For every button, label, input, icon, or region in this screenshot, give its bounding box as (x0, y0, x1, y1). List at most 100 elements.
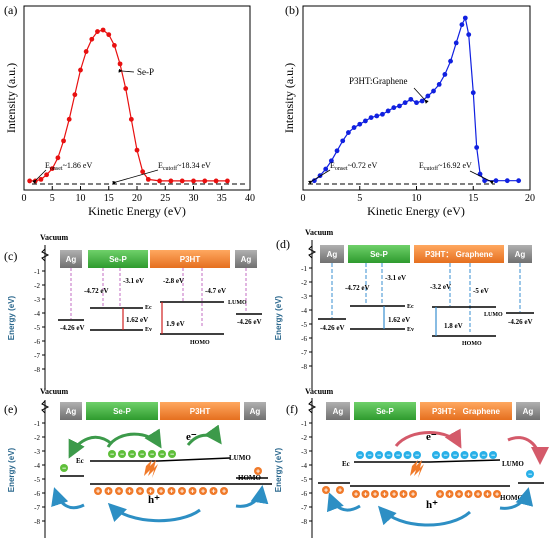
data-point (385, 108, 391, 114)
hole-sign: + (438, 492, 442, 499)
data-point (112, 43, 117, 48)
lumo-label-d: LUMO (484, 312, 503, 318)
electron-dot (128, 450, 136, 458)
energy-tick-label: -4 (301, 307, 307, 315)
hole-sign: + (363, 492, 367, 499)
panel-f: (f) Vacuum -1-2-3-4-5-6-7-8 Energy (eV) … (274, 387, 549, 538)
hole-sign: + (190, 489, 194, 496)
hole-dot (336, 486, 344, 494)
energy-axis-label-e: Energy (eV) (7, 447, 16, 492)
y-axis-label-b: Intensity (a.u.) (282, 63, 296, 133)
sep-ec-value-c: -4.72 eV (84, 287, 109, 295)
vacuum-label-d: Vacuum (305, 228, 333, 237)
x-tick-label: 35 (217, 193, 227, 204)
data-point (368, 115, 374, 120)
electron-transfer-arrow-e (106, 428, 162, 449)
data-point (128, 116, 134, 122)
energy-ticks-f: -1 -2 -3 -4 -5 -6 -7 -8 (301, 400, 317, 526)
hole-dot (371, 490, 379, 498)
data-point (191, 178, 196, 184)
ag-right-label-f: Ag (523, 407, 534, 416)
energy-tick-label: -8 (34, 366, 40, 374)
ag-box-right-d (508, 245, 532, 263)
ag-left-value-c: -4.26 eV (60, 324, 85, 332)
data-point (145, 176, 151, 182)
data-point (470, 90, 476, 96)
ag-box-left-e (60, 402, 82, 420)
hole-dot (157, 487, 165, 495)
electron-sign: − (160, 452, 164, 459)
x-tick-label: 20 (132, 193, 142, 204)
energy-tick-label: -7 (301, 349, 307, 357)
ev-label-d: Ev (407, 327, 414, 333)
hole-extract-arrow-right-e (235, 485, 269, 508)
homo-label-f: HOMO (500, 494, 523, 502)
sep-label-e: Se-P (113, 407, 131, 416)
ag-left-label-e: Ag (66, 407, 77, 416)
sep-box-d (348, 245, 410, 263)
y-axis-label-a: Intensity (a.u.) (4, 63, 18, 133)
hole-sign: + (127, 489, 131, 496)
electron-symbol-f: e⁻ (426, 431, 437, 443)
electron-sign: − (120, 452, 124, 459)
hole-sign: + (401, 492, 405, 499)
data-point (340, 138, 346, 144)
ag-box-left-f (326, 402, 350, 420)
energy-tick-label: -6 (301, 490, 307, 498)
electron-curl-arrow-e (186, 424, 222, 447)
panel-d: (d) Vacuum -1-2-3-4-5-6-7-8 Energy (eV) … (274, 228, 534, 390)
hole-sign: + (476, 492, 480, 499)
ag-box-right-e (244, 402, 266, 420)
electron-extract-arrow-e (68, 435, 113, 459)
label-se-p: Se-P (137, 67, 154, 77)
lumo-label-f: LUMO (502, 460, 524, 468)
hole-dot (464, 490, 473, 498)
hole-dot (436, 490, 444, 498)
hole-dot (455, 490, 463, 498)
energy-tick-label: -1 (34, 268, 40, 276)
electron-dot (460, 451, 469, 459)
p3ht-box-f (420, 402, 512, 420)
p3-lumo-value-c: -2.8 eV (163, 277, 184, 285)
data-point (482, 178, 487, 184)
electron-dot (375, 451, 383, 459)
ev-label-c: Ev (145, 327, 152, 333)
data-point (442, 72, 448, 77)
p3-vac-value-d: -5 eV (473, 287, 489, 295)
hole-sign: + (148, 489, 152, 496)
data-point (78, 67, 83, 73)
p3ht-label-e: P3HT (190, 407, 211, 416)
data-point (44, 172, 49, 178)
electron-sign: − (140, 452, 144, 459)
data-point (168, 178, 174, 184)
electron-sign: − (443, 453, 447, 460)
electron-sign: − (150, 452, 154, 459)
electron-symbol-e: e⁻ (186, 431, 197, 443)
electron-sign: − (367, 453, 371, 460)
data-point (100, 27, 106, 33)
x-tick-label: 15 (468, 193, 478, 204)
arrow-se-p (118, 68, 135, 73)
x-tick-label: 15 (104, 193, 114, 204)
p3ht-box-e (160, 402, 240, 420)
p3ht-label-f: P3HT： Graphene (432, 407, 501, 416)
sep-gap-value-d: 1.62 eV (388, 316, 410, 324)
data-point (55, 155, 61, 161)
electron-sign: − (377, 453, 381, 460)
energy-tick-label: -1 (301, 265, 307, 273)
data-point (106, 32, 112, 38)
hole-sign: + (169, 489, 173, 496)
electron-dot (403, 451, 412, 459)
data-point (83, 49, 89, 54)
electron-dot (356, 451, 364, 459)
electron-sign: − (481, 453, 485, 460)
x-tick-label: 20 (525, 193, 535, 204)
series-se-p (27, 27, 230, 184)
data-point (408, 96, 414, 102)
energy-tick-label: -5 (301, 321, 307, 329)
cutoff-label-b: Ecutoff~16.92 eV (419, 161, 472, 172)
x-tick-label: 5 (50, 193, 55, 204)
data-point (493, 178, 499, 184)
electron-sign: − (358, 453, 362, 460)
electron-sign: − (462, 453, 466, 460)
